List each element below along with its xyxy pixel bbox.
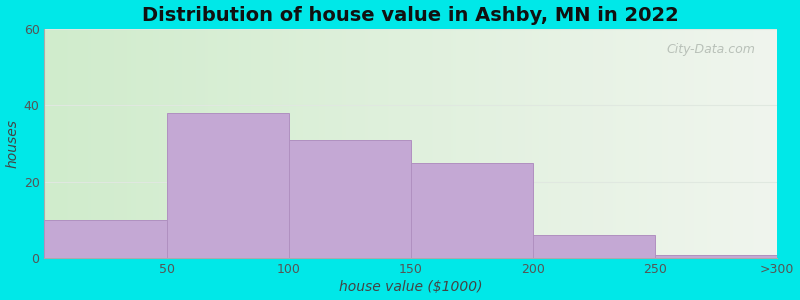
Title: Distribution of house value in Ashby, MN in 2022: Distribution of house value in Ashby, MN… (142, 6, 679, 25)
Y-axis label: houses: houses (6, 119, 19, 168)
Bar (411, 163, 533, 258)
Bar (533, 236, 655, 258)
X-axis label: house value ($1000): house value ($1000) (339, 280, 482, 294)
Bar (655, 255, 778, 258)
Bar (45, 220, 166, 258)
Bar (289, 140, 411, 258)
Text: City-Data.com: City-Data.com (666, 43, 755, 56)
Bar (166, 113, 289, 258)
